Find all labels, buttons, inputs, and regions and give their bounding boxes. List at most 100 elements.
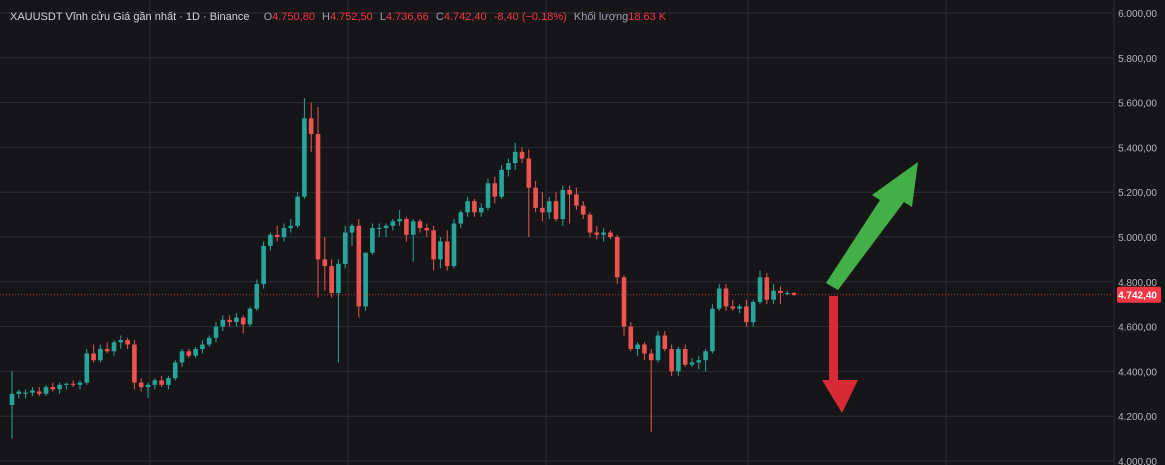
candle-body bbox=[179, 351, 185, 363]
candle-body bbox=[778, 290, 783, 293]
candle bbox=[696, 355, 702, 370]
candle-body bbox=[363, 252, 368, 307]
candle bbox=[533, 181, 538, 213]
candle bbox=[764, 272, 770, 305]
candle-body bbox=[70, 383, 76, 385]
candle-body bbox=[349, 225, 355, 233]
candle-body bbox=[125, 340, 130, 345]
candle-body bbox=[288, 225, 294, 229]
candle bbox=[390, 219, 396, 231]
candle bbox=[261, 241, 266, 289]
candle-body bbox=[648, 353, 654, 361]
candle bbox=[703, 349, 708, 372]
candle-body bbox=[206, 337, 212, 345]
candle-body bbox=[512, 151, 518, 164]
candle-body bbox=[478, 207, 484, 213]
candle bbox=[30, 387, 35, 397]
price-axis[interactable]: 4.000,00 4.200,00 4.400,00 4.600,00 4.800,00… bbox=[1118, 9, 1157, 465]
candle-body bbox=[145, 384, 151, 388]
candle-body bbox=[98, 349, 103, 361]
candle bbox=[268, 232, 273, 251]
last-price-tag-bg bbox=[1117, 286, 1161, 303]
y-tick-label: 4.600,00 bbox=[1118, 323, 1157, 334]
candle-body bbox=[390, 221, 396, 226]
candle bbox=[383, 223, 389, 237]
candle-body bbox=[240, 317, 246, 325]
candle bbox=[628, 322, 634, 352]
candle-body bbox=[621, 277, 627, 327]
candle bbox=[492, 176, 498, 204]
candle bbox=[57, 382, 62, 394]
candle bbox=[9, 371, 15, 439]
candle bbox=[274, 225, 280, 242]
candle bbox=[308, 102, 314, 152]
candle-body bbox=[791, 292, 797, 295]
candle bbox=[587, 212, 593, 237]
candle bbox=[172, 360, 178, 381]
candle bbox=[98, 344, 103, 363]
y-tick-label: 4.800,00 bbox=[1118, 278, 1157, 289]
low-label: L bbox=[379, 11, 386, 23]
candle bbox=[716, 284, 722, 311]
candle bbox=[655, 331, 661, 363]
candle-body bbox=[322, 259, 328, 267]
candle bbox=[64, 382, 69, 390]
candle-body bbox=[608, 232, 613, 237]
candle-body bbox=[485, 183, 491, 208]
candle-body bbox=[57, 384, 62, 390]
candle-body bbox=[424, 228, 430, 231]
candle bbox=[213, 322, 219, 343]
candle bbox=[669, 344, 674, 376]
candle-body bbox=[104, 349, 110, 352]
candle-body bbox=[676, 349, 681, 372]
close-label: C bbox=[435, 11, 444, 23]
candle bbox=[594, 225, 600, 240]
candles bbox=[9, 98, 797, 439]
candle bbox=[145, 382, 151, 399]
candle-body bbox=[152, 380, 158, 385]
candle bbox=[193, 346, 198, 358]
candle-body bbox=[492, 183, 498, 197]
candle-body bbox=[111, 342, 117, 352]
candle bbox=[546, 196, 552, 220]
candle-body bbox=[472, 201, 477, 213]
candle bbox=[451, 219, 457, 269]
candle bbox=[234, 313, 239, 327]
candle bbox=[737, 304, 742, 314]
candle bbox=[404, 216, 409, 242]
candle-body bbox=[451, 223, 457, 267]
grid bbox=[0, 0, 1115, 465]
candle bbox=[438, 237, 443, 269]
candle-body bbox=[404, 219, 409, 235]
candle-body bbox=[342, 232, 348, 264]
y-tick-label: 5.600,00 bbox=[1118, 99, 1157, 110]
candle bbox=[179, 349, 185, 367]
candle bbox=[152, 378, 158, 390]
candle bbox=[791, 292, 797, 296]
candle-body bbox=[50, 387, 56, 390]
candle-body bbox=[567, 189, 572, 195]
candle-body bbox=[744, 306, 749, 323]
candle bbox=[132, 340, 137, 390]
candle bbox=[784, 290, 790, 296]
candle-body bbox=[601, 232, 606, 235]
symbol-title[interactable]: XAUUSDT Vĩnh cửu Giá gần nhất · 1D · Bin… bbox=[10, 11, 250, 23]
volume-value: 18.63 K bbox=[628, 11, 667, 23]
candle bbox=[757, 270, 763, 305]
candle-body bbox=[274, 234, 280, 237]
candle-body bbox=[574, 194, 579, 206]
candle-body bbox=[764, 277, 770, 300]
candle-body bbox=[23, 392, 28, 394]
candle bbox=[750, 299, 756, 327]
candle-body bbox=[118, 340, 124, 343]
up-arrow-icon bbox=[826, 162, 918, 290]
candle-body bbox=[580, 205, 586, 215]
candle bbox=[506, 158, 511, 177]
candle bbox=[70, 380, 76, 388]
candle bbox=[519, 147, 525, 164]
candle bbox=[567, 185, 572, 224]
candle bbox=[682, 344, 688, 367]
candle bbox=[676, 346, 681, 376]
